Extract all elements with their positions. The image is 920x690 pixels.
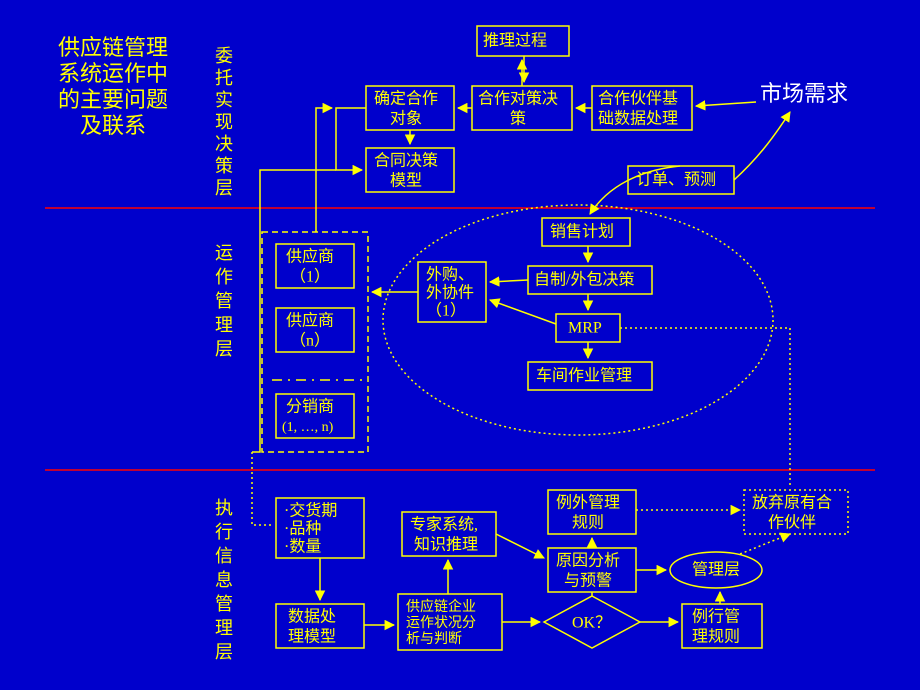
market-demand-label: 市场需求 — [760, 81, 848, 106]
layer-label-top: 委 托 实 现 决 策 层 — [215, 46, 233, 198]
title-line-4: 及联系 — [80, 113, 146, 138]
node-contract-model-l2: 模型 — [390, 172, 422, 190]
node-scm-status-l2: 运作状况分 — [406, 615, 476, 631]
svg-text:策: 策 — [215, 156, 233, 176]
svg-text:实: 实 — [215, 90, 233, 110]
node-partner-target-l2: 对象 — [390, 110, 422, 128]
node-inference-label: 推理过程 — [483, 32, 547, 50]
node-mgmt-label: 管理层 — [692, 561, 740, 579]
node-routine-l1: 例行管 — [692, 608, 740, 626]
node-scm-status-l1: 供应链企业 — [406, 598, 476, 615]
node-routine-l2: 理规则 — [692, 628, 740, 646]
svg-text:管: 管 — [215, 291, 233, 311]
svg-text:运: 运 — [215, 243, 233, 263]
node-contract-model-l1: 合同决策 — [374, 152, 438, 170]
node-delivery-l2: ·品种 — [284, 520, 321, 538]
node-mrp-label: MRP — [568, 320, 602, 337]
node-outsource-l2: 外协件 — [426, 284, 474, 302]
node-partner-data-l2: 础数据处理 — [598, 110, 678, 128]
node-suppliern-l1: 供应商 — [286, 311, 334, 330]
title-line-3: 的主要问题 — [58, 87, 168, 112]
svg-text:层: 层 — [215, 178, 233, 198]
svg-text:理: 理 — [215, 315, 233, 335]
node-cause-l1: 原因分析 — [556, 552, 620, 570]
node-sales-plan-label: 销售计划 — [550, 223, 614, 241]
title-line-2: 系统运作中 — [58, 61, 168, 86]
node-delivery-l1: ·交货期 — [284, 502, 337, 520]
node-partner-target-l1: 确定合作 — [374, 90, 438, 108]
node-cause-l2: 与预警 — [564, 572, 612, 590]
node-distributor-l1: 分销商 — [286, 398, 334, 416]
node-exception-l1: 例外管理 — [556, 494, 620, 512]
node-expert-l1: 专家系统, — [410, 516, 478, 534]
svg-text:信: 信 — [215, 546, 233, 566]
svg-text:执: 执 — [215, 498, 233, 518]
svg-text:作: 作 — [215, 267, 233, 287]
svg-text:委: 委 — [215, 46, 233, 66]
node-distributor-l2: (1, …, n) — [282, 420, 334, 435]
flowchart-canvas: 供应链管理 系统运作中 的主要问题 及联系 市场需求 委 托 实 现 决 策 层… — [0, 0, 920, 690]
node-partner-decide-l2: 策 — [510, 110, 526, 128]
svg-text:理: 理 — [215, 618, 233, 638]
svg-text:层: 层 — [215, 642, 233, 662]
node-data-model-l1: 数据处 — [288, 608, 336, 626]
node-order-forecast-label: 订单、预测 — [636, 171, 716, 189]
title-line-1: 供应链管理 — [58, 35, 168, 60]
node-abandon-l1: 放弃原有合 — [752, 494, 832, 512]
svg-text:层: 层 — [215, 339, 233, 359]
node-ok-label: OK？ — [572, 615, 611, 632]
node-make-buy-label: 自制/外包决策 — [534, 271, 634, 289]
node-delivery-l3: ·数量 — [284, 538, 321, 556]
slide-title: 供应链管理 系统运作中 的主要问题 及联系 — [58, 35, 168, 138]
node-partner-decide-l1: 合作对策决 — [478, 90, 558, 108]
node-scm-status-l3: 析与判断 — [406, 631, 462, 647]
layer-label-mid: 运 作 管 理 层 — [215, 243, 233, 359]
node-outsource-l1: 外购、 — [426, 266, 474, 284]
svg-text:行: 行 — [215, 522, 233, 542]
node-partner-data-l1: 合作伙伴基 — [598, 90, 678, 108]
node-outsource-l3: （1） — [426, 302, 466, 320]
node-abandon-l2: 作伙伴 — [768, 514, 816, 532]
layer-label-bot: 执 行 信 息 管 理 层 — [215, 498, 233, 662]
svg-text:息: 息 — [215, 570, 233, 590]
node-supplier1-l2: （1） — [290, 268, 330, 286]
svg-text:托: 托 — [215, 68, 233, 88]
node-shop-floor-label: 车间作业管理 — [536, 367, 632, 385]
node-exception-l2: 规则 — [572, 514, 604, 532]
node-supplier1-l1: 供应商 — [286, 247, 334, 266]
node-suppliern-l2: （n） — [290, 332, 330, 350]
svg-text:现: 现 — [215, 112, 233, 132]
svg-text:管: 管 — [215, 594, 233, 614]
svg-text:决: 决 — [215, 134, 233, 154]
node-expert-l2: 知识推理 — [414, 536, 478, 554]
node-data-model-l2: 理模型 — [288, 628, 336, 646]
